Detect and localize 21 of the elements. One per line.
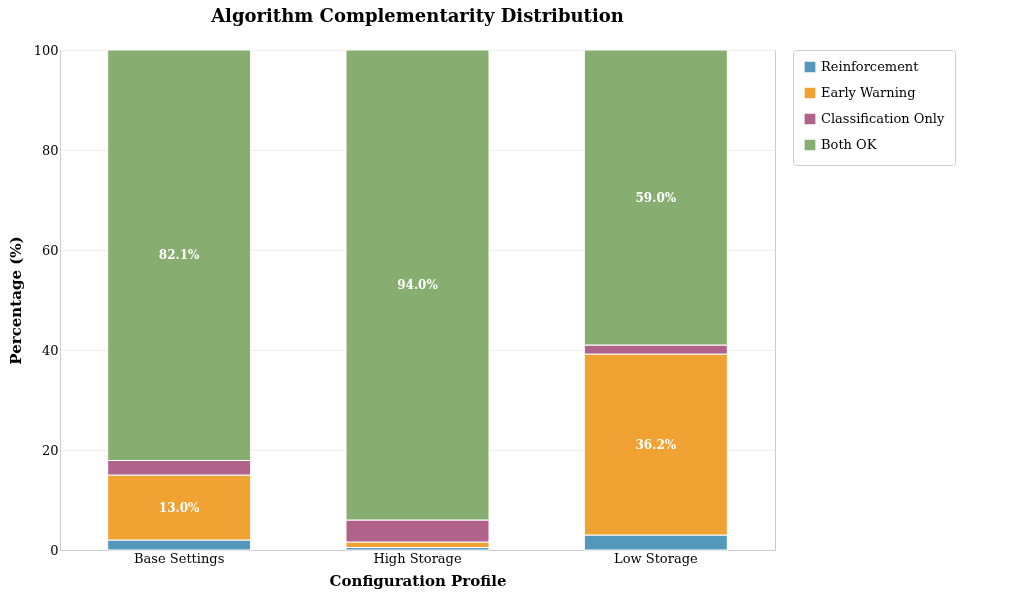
y-tick-label: 100 [33, 42, 59, 58]
legend-label: Both OK [821, 137, 877, 152]
chart-title: Algorithm Complementarity Distribution [210, 5, 624, 26]
legend-label: Classification Only [821, 111, 945, 126]
x-tick-label: Low Storage [614, 550, 698, 566]
y-axis-title: Percentage (%) [6, 236, 25, 365]
data-label: 13.0% [158, 500, 201, 515]
data-label: 82.1% [158, 248, 201, 263]
data-label: 94.0% [397, 278, 439, 292]
x-axis-title: Configuration Profile [329, 571, 507, 590]
data-label: 59.0% [635, 190, 677, 205]
x-tick-label: High Storage [373, 550, 462, 566]
legend-label: Reinforcement [821, 59, 920, 74]
y-tick-label: 80 [41, 142, 59, 158]
y-tick-label: 40 [41, 342, 59, 358]
y-tick-label: 60 [41, 242, 59, 258]
legend-label: Early Warning [821, 85, 916, 100]
x-tick-label: Base Settings [133, 550, 225, 566]
y-tick-label: 20 [41, 442, 59, 458]
y-tick-label: 0 [50, 542, 59, 558]
data-label: 36.2% [635, 437, 677, 452]
